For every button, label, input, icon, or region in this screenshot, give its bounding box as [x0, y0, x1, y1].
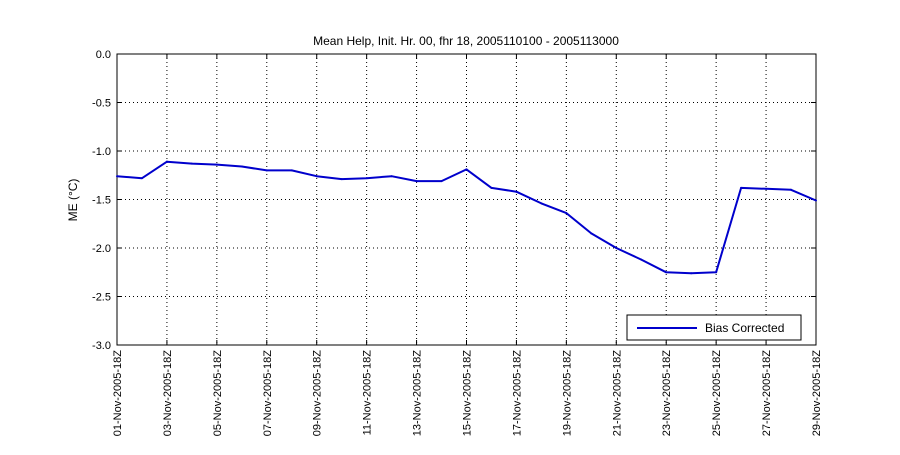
x-tick-label: 05-Nov-2005-18Z [212, 350, 224, 436]
y-tick-label: 0.0 [96, 49, 111, 61]
data-point [490, 186, 493, 189]
x-tick-label: 03-Nov-2005-18Z [162, 350, 174, 436]
y-tick-label: -1.0 [92, 146, 111, 158]
x-tick-label: 07-Nov-2005-18Z [262, 350, 274, 436]
data-point [190, 162, 193, 165]
x-tick-label: 17-Nov-2005-18Z [511, 350, 523, 436]
data-point [665, 271, 668, 274]
data-point [365, 177, 368, 180]
x-tick-label: 01-Nov-2005-18Z [112, 350, 124, 436]
data-point [415, 180, 418, 183]
data-point [740, 186, 743, 189]
x-tick-label: 27-Nov-2005-18Z [761, 350, 773, 436]
axis-ticks: 01-Nov-2005-18Z 03-Nov-2005-18Z 05-Nov-200… [92, 49, 823, 436]
legend-label: Bias Corrected [705, 321, 784, 335]
data-point [215, 163, 218, 166]
data-point [615, 247, 618, 249]
x-tick-label: 15-Nov-2005-18Z [462, 350, 474, 436]
grid-lines [117, 54, 816, 345]
x-tick-label: 25-Nov-2005-18Z [711, 350, 723, 436]
data-point [690, 272, 693, 275]
data-point [815, 199, 817, 202]
data-point [765, 187, 768, 190]
data-point [590, 232, 593, 235]
x-tick-label: 11-Nov-2005-18Z [362, 350, 374, 436]
data-point [265, 169, 268, 172]
legend: Bias Corrected [626, 314, 802, 341]
x-tick-label: 23-Nov-2005-18Z [661, 350, 673, 436]
data-point [515, 190, 518, 193]
x-tick-label: 09-Nov-2005-18Z [312, 350, 324, 436]
chart-title: Mean Help, Init. Hr. 00, fhr 18, 2005110… [313, 34, 619, 48]
data-point [240, 165, 243, 168]
series-layer [116, 160, 817, 275]
data-point [315, 175, 318, 178]
x-tick-label: 29-Nov-2005-18Z [811, 350, 823, 436]
data-point [715, 271, 718, 274]
data-point [290, 169, 293, 172]
y-tick-label: -0.5 [92, 98, 111, 110]
x-tick-label: 21-Nov-2005-18Z [611, 350, 623, 436]
data-point [640, 258, 643, 261]
y-tick-label: -2.5 [92, 292, 111, 304]
y-tick-label: -3.0 [92, 340, 111, 352]
y-axis-label: ME (°C) [66, 179, 80, 222]
data-point [565, 212, 568, 215]
y-tick-label: -2.0 [92, 243, 111, 255]
data-point [540, 202, 543, 205]
data-point [390, 175, 393, 178]
data-point [340, 178, 343, 181]
data-point [790, 188, 793, 191]
x-tick-label: 19-Nov-2005-18Z [561, 350, 573, 436]
y-tick-label: -1.5 [92, 195, 111, 207]
data-point [465, 168, 468, 171]
data-point [440, 180, 443, 183]
data-point [140, 177, 143, 180]
data-point [116, 175, 118, 178]
data-point [165, 160, 168, 163]
x-tick-label: 13-Nov-2005-18Z [412, 350, 424, 436]
